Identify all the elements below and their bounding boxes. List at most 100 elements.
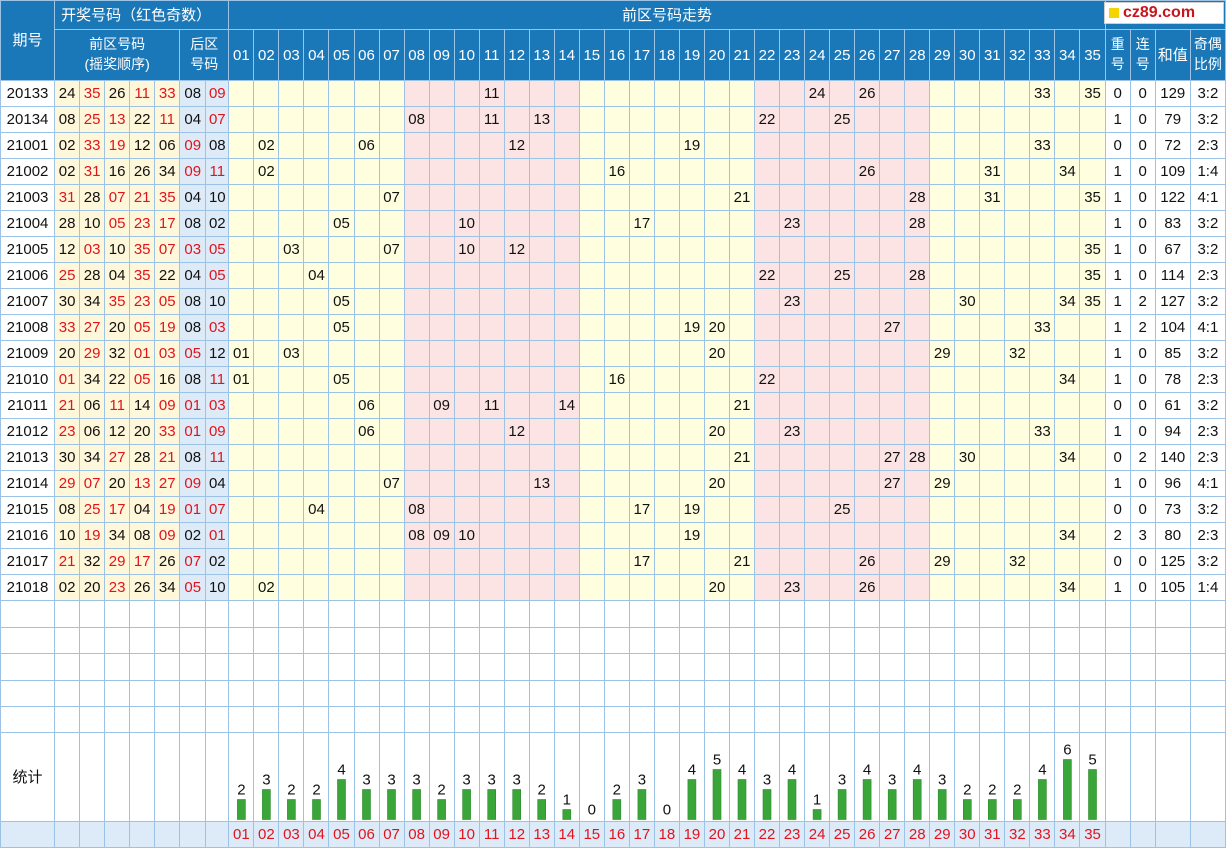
- number-header: 10: [453, 29, 480, 81]
- trend-cell: [979, 366, 1006, 393]
- draw-row: 21011 21 06 11 14 09 01 03 06 09 11 14 21 0 0 61 3:2: [0, 392, 1226, 419]
- period-cell: 21015: [0, 496, 56, 523]
- front-number-cell: 09: [154, 522, 181, 549]
- trend-cell: [703, 132, 730, 159]
- bottom-blank-cell: [54, 821, 81, 848]
- front-number-cell: 25: [54, 262, 81, 289]
- trend-cell: [228, 262, 255, 289]
- number-header: 09: [428, 29, 455, 81]
- trend-cell: [1004, 262, 1031, 289]
- trend-cell: [653, 418, 680, 445]
- trend-cell: [728, 288, 756, 315]
- trend-cell: [753, 314, 781, 341]
- stats-bar-cell: [979, 732, 1006, 822]
- front-number-cell: 34: [79, 444, 106, 471]
- trend-cell: [328, 158, 355, 185]
- empty-cell: [104, 706, 131, 733]
- front-number-cell: 20: [104, 314, 131, 341]
- empty-cell: [728, 653, 756, 681]
- trend-cell: 23: [779, 210, 806, 237]
- back-number-cell: 11: [205, 444, 230, 471]
- period-cell: 21011: [0, 392, 56, 419]
- empty-cell: [205, 653, 230, 681]
- trend-cell: [278, 158, 305, 185]
- trend-cell: [728, 496, 756, 523]
- draw-row: 21009 20 29 32 01 03 05 12 01 03 20 29 32 1 0 85 3:2: [0, 340, 1226, 367]
- empty-cell: [1029, 680, 1056, 707]
- consec-cell: 0: [1129, 106, 1156, 133]
- trend-cell: [804, 470, 831, 497]
- bottom-number-cell: 30: [954, 821, 981, 848]
- trend-cell: 05: [328, 210, 355, 237]
- back-number-cell: 05: [179, 340, 207, 367]
- number-header: 31: [979, 29, 1006, 81]
- trend-cell: [278, 522, 305, 549]
- bottom-blank-cell: [1189, 821, 1226, 848]
- bottom-number-cell: 02: [253, 821, 280, 848]
- trend-cell: [453, 574, 480, 601]
- trend-cell: [628, 340, 655, 367]
- trend-cell: [854, 106, 881, 133]
- trend-cell: 19: [678, 132, 705, 159]
- trend-cell: 02: [253, 574, 280, 601]
- trend-cell: [478, 418, 505, 445]
- trend-cell: [1004, 496, 1031, 523]
- trend-cell: [678, 392, 705, 419]
- empty-cell: [954, 627, 981, 654]
- trend-cell: [653, 392, 680, 419]
- trend-cell: [753, 210, 781, 237]
- trend-cell: [553, 158, 580, 185]
- front-number-cell: 34: [154, 574, 181, 601]
- trend-cell: [929, 574, 956, 601]
- trend-cell: 07: [378, 236, 405, 263]
- trend-cell: [929, 366, 956, 393]
- repeat-cell: 0: [1104, 496, 1131, 523]
- trend-cell: [628, 574, 655, 601]
- front-number-cell: 12: [129, 132, 156, 159]
- trend-cell: [929, 236, 956, 263]
- front-number-cell: 30: [54, 444, 81, 471]
- trend-cell: [1054, 262, 1081, 289]
- trend-cell: [628, 106, 655, 133]
- trend-cell: [578, 392, 605, 419]
- front-number-cell: 32: [104, 340, 131, 367]
- trend-cell: [753, 236, 781, 263]
- trend-cell: [628, 470, 655, 497]
- trend-cell: [804, 262, 831, 289]
- trend-cell: [278, 132, 305, 159]
- bottom-blank-cell: [0, 821, 56, 848]
- trend-cell: 27: [879, 314, 906, 341]
- empty-cell: [678, 680, 705, 707]
- trend-cell: [278, 314, 305, 341]
- trend-cell: [854, 132, 881, 159]
- trend-cell: [453, 444, 480, 471]
- trend-cell: [854, 340, 881, 367]
- trend-cell: [378, 210, 405, 237]
- back-number-cell: 01: [179, 418, 207, 445]
- consec-cell: 0: [1129, 392, 1156, 419]
- trend-cell: [453, 496, 480, 523]
- front-number-cell: 27: [154, 470, 181, 497]
- empty-cell: [353, 627, 380, 654]
- stats-bar-cell: [603, 732, 630, 822]
- empty-cell: [1154, 600, 1191, 628]
- trend-cell: [453, 158, 480, 185]
- trend-cell: 26: [854, 548, 881, 575]
- trend-cell: [328, 470, 355, 497]
- trend-cell: [979, 340, 1006, 367]
- front-number-cell: 11: [154, 106, 181, 133]
- trend-cell: [603, 548, 630, 575]
- number-header: 15: [578, 29, 605, 81]
- bottom-number-cell: 25: [829, 821, 856, 848]
- empty-cell: [303, 600, 330, 628]
- empty-cell: [954, 680, 981, 707]
- consec-cell: 0: [1129, 158, 1156, 185]
- trend-cell: [253, 522, 280, 549]
- trend-cell: [453, 340, 480, 367]
- trend-cell: 13: [528, 470, 555, 497]
- trend-cell: 08: [403, 522, 430, 549]
- trend-cell: [228, 210, 255, 237]
- empty-cell: [1154, 653, 1191, 681]
- trend-cell: [1004, 132, 1031, 159]
- trend-cell: [904, 392, 931, 419]
